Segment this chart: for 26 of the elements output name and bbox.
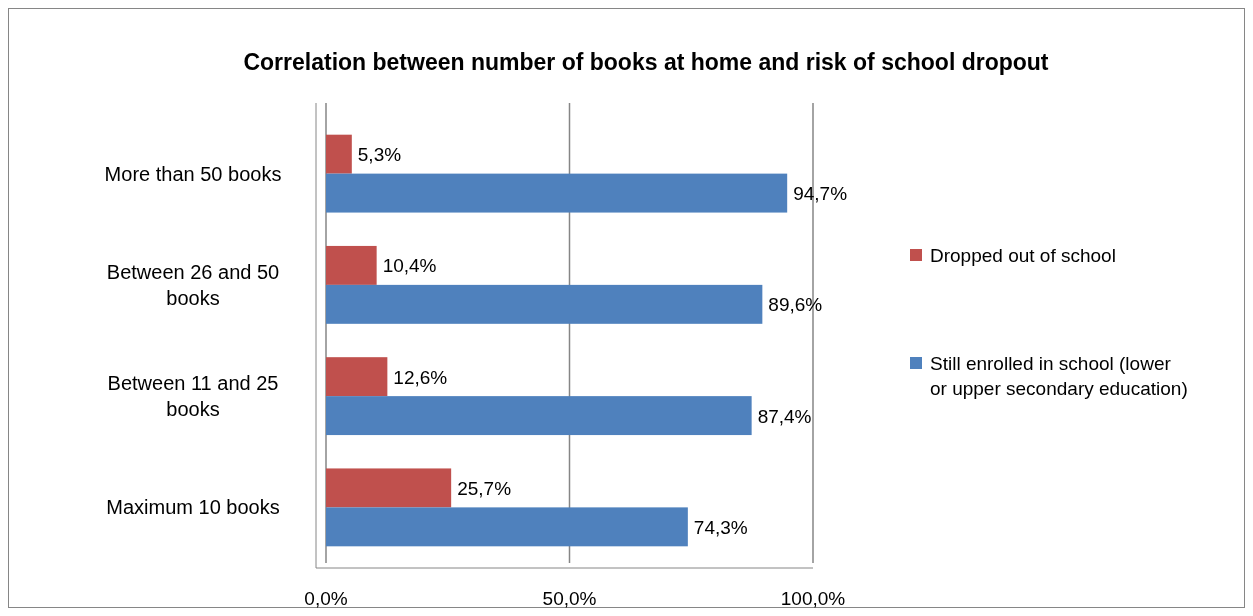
data-label: 89,6% [768, 294, 823, 316]
bar [326, 507, 688, 547]
x-tick-label: 100,0% [780, 588, 846, 609]
bar [326, 468, 452, 508]
bar [326, 134, 352, 174]
data-label: 25,7% [457, 477, 512, 499]
data-label: 5,3% [357, 144, 402, 166]
data-label: 12,6% [393, 366, 448, 388]
y-tick-label: More than 50 books [104, 162, 282, 185]
bar [326, 396, 752, 436]
bar [326, 173, 788, 213]
chart-title: Correlation between number of books at home and risk of school dropout [243, 49, 1049, 75]
data-label: 10,4% [382, 255, 437, 277]
data-label: 74,3% [693, 516, 748, 538]
data-label: 94,7% [793, 183, 848, 205]
y-tick-label: Maximum 10 books [106, 496, 280, 519]
y-tick-label: Between 11 and 25 books [107, 372, 279, 421]
data-label: 87,4% [757, 405, 812, 427]
bar [326, 357, 388, 397]
y-tick-label: Between 26 and 50 books [106, 260, 280, 309]
x-tick-label: 0,0% [304, 588, 348, 609]
legend-label: Still enrolled in school (lower or upper secondary education) [930, 353, 1188, 399]
bar [326, 284, 763, 324]
legend-label: Dropped out of school [930, 245, 1116, 266]
x-tick-label: 50,0% [542, 588, 597, 609]
bar [326, 245, 377, 285]
